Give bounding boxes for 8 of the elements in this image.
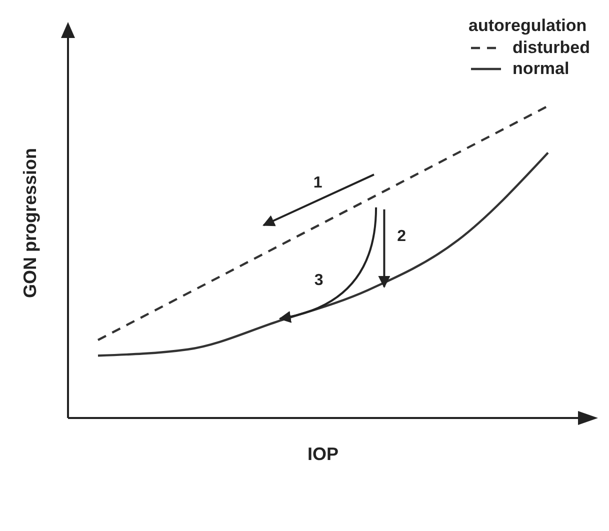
annotation: 2	[397, 228, 406, 246]
y-axis-title: GON progression	[20, 148, 40, 298]
legend-label: normal	[512, 59, 570, 79]
annotation: 1	[313, 174, 322, 192]
legend-label: disturbed	[512, 38, 590, 58]
annotation: 3	[314, 272, 324, 289]
x-axis-title: IOP	[307, 444, 339, 464]
legend-title: autoregulation	[468, 16, 588, 36]
